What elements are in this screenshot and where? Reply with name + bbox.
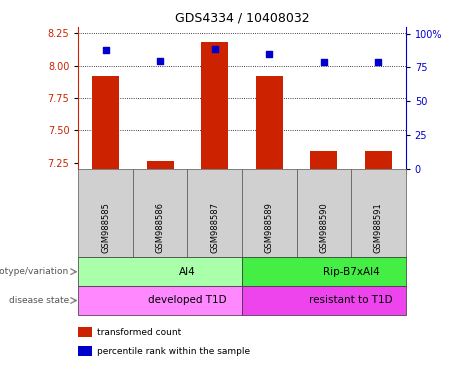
Text: developed T1D: developed T1D [148,295,227,306]
Bar [296,169,351,257]
Bar [147,161,174,169]
Bar [351,169,406,257]
Bar [256,76,283,169]
Point [211,45,219,51]
Text: AI4: AI4 [179,266,196,277]
Text: Rip-B7xAI4: Rip-B7xAI4 [323,266,379,277]
Text: GSM988590: GSM988590 [319,202,328,253]
Bar [242,169,296,257]
Bar [365,151,392,169]
Text: percentile rank within the sample: percentile rank within the sample [97,347,250,356]
Bar [242,286,406,315]
Point [266,51,273,57]
Bar [92,76,119,169]
Bar [78,169,133,257]
Text: GSM988591: GSM988591 [374,202,383,253]
Bar [310,151,337,169]
Text: transformed count: transformed count [97,328,181,337]
Text: genotype/variation: genotype/variation [0,267,69,276]
Bar [78,286,242,315]
Bar [133,169,188,257]
Title: GDS4334 / 10408032: GDS4334 / 10408032 [175,11,309,24]
Text: GSM988587: GSM988587 [210,202,219,253]
Text: GSM988585: GSM988585 [101,202,110,253]
Bar [188,169,242,257]
Point [320,59,327,65]
Point [375,59,382,65]
Text: GSM988589: GSM988589 [265,202,274,253]
Bar [78,257,242,286]
Text: GSM988586: GSM988586 [156,202,165,253]
Bar [201,42,228,169]
Text: resistant to T1D: resistant to T1D [309,295,393,306]
Bar [242,257,406,286]
Point [102,47,109,53]
Point [157,58,164,64]
Text: disease state: disease state [9,296,69,305]
